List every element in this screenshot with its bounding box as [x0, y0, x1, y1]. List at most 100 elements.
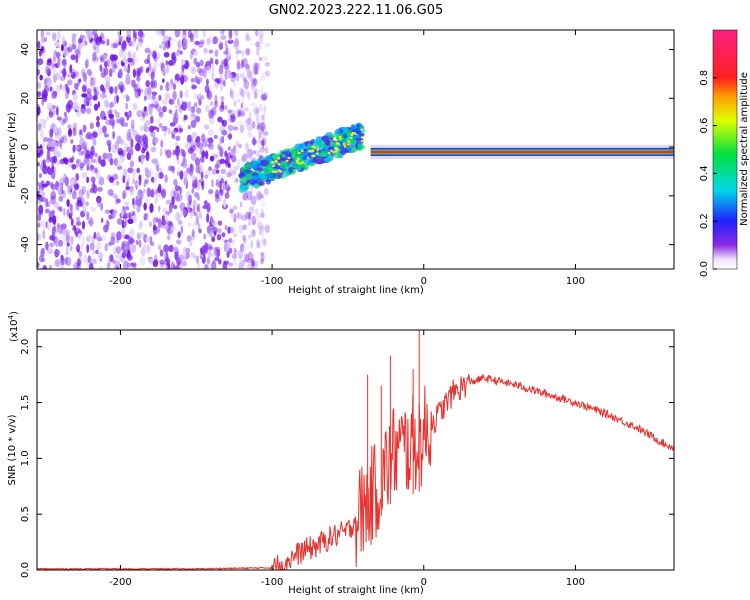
noise-blob: [252, 136, 256, 147]
noise-blob: [42, 124, 46, 129]
noise-blob: [167, 39, 171, 48]
noise-blob: [190, 77, 196, 83]
noise-blob: [241, 214, 247, 221]
signal-peak-blob: [271, 170, 275, 173]
noise-blob: [54, 228, 58, 239]
noise-blob: [230, 76, 236, 83]
noise-blob: [224, 224, 228, 231]
noise-blob: [206, 78, 209, 86]
noise-blob: [143, 213, 147, 221]
noise-blob: [259, 146, 266, 153]
noise-blob: [80, 241, 84, 251]
noise-blob: [176, 167, 181, 172]
signal-peak-blob: [349, 136, 353, 140]
noise-blob: [116, 165, 123, 171]
noise-blob: [144, 58, 150, 65]
noise-blob: [94, 167, 98, 174]
noise-blob: [59, 232, 63, 240]
snr-xtick-label: 100: [566, 577, 585, 588]
noise-blob: [226, 172, 232, 178]
noise-blob: [178, 40, 181, 50]
signal-blob: [341, 126, 349, 132]
noise-blob: [249, 77, 256, 84]
noise-blob: [38, 204, 44, 215]
noise-blob: [259, 30, 264, 39]
noise-blob: [255, 47, 260, 56]
noise-blob: [83, 96, 90, 107]
noise-blob: [239, 201, 243, 208]
noise-blob: [100, 92, 106, 100]
noise-blob: [45, 241, 49, 251]
noise-blob: [37, 262, 40, 268]
noise-blob: [74, 49, 81, 55]
noise-blob: [46, 220, 52, 231]
signal-blob: [263, 168, 270, 174]
noise-blob: [40, 30, 45, 39]
noise-blob: [260, 140, 265, 146]
noise-blob: [252, 228, 256, 235]
noise-blob: [81, 220, 86, 230]
noise-blob: [51, 32, 57, 42]
noise-blob: [120, 85, 124, 94]
noise-blob: [203, 263, 209, 269]
snr-ytick-label: 2.0: [20, 339, 31, 355]
noise-blob: [253, 91, 258, 99]
noise-blob: [230, 109, 236, 117]
noise-blob: [219, 191, 224, 196]
noise-blob: [132, 51, 137, 58]
signal-blob: [323, 157, 332, 162]
noise-blob: [124, 215, 128, 226]
noise-blob: [141, 109, 146, 117]
snr-ticks: -200 -100 0 100 0.0 0.5 1.0 1.5 2.0: [20, 330, 674, 588]
noise-blob: [225, 183, 228, 189]
noise-blob: [245, 211, 251, 220]
noise-blob: [147, 94, 152, 100]
noise-blob: [263, 105, 267, 114]
noise-blob: [256, 125, 260, 130]
noise-blob: [243, 76, 248, 82]
noise-blob: [53, 41, 60, 47]
noise-blob: [70, 156, 75, 164]
noise-blob: [99, 84, 105, 92]
spectrogram-ytick-label: 0: [20, 144, 31, 150]
noise-blob: [254, 30, 259, 37]
noise-blob: [250, 86, 256, 95]
snr-xtick-label: -100: [261, 577, 284, 588]
signal-peak-blob: [311, 155, 315, 158]
noise-blob: [238, 254, 242, 260]
noise-blob: [261, 84, 264, 94]
signal-blob: [251, 160, 257, 167]
noise-blob: [241, 108, 246, 119]
noise-blob: [258, 225, 263, 236]
noise-blob: [218, 138, 222, 148]
noise-blob: [262, 94, 268, 102]
noise-blob: [72, 144, 76, 154]
noise-blob: [184, 143, 191, 150]
noise-blob: [168, 109, 173, 114]
colorbar-gradient: [712, 29, 738, 270]
snr-series-line: [37, 373, 674, 570]
noise-blob: [213, 134, 218, 140]
noise-blob: [131, 79, 136, 88]
noise-blob: [139, 125, 144, 132]
noise-blob: [60, 223, 67, 230]
noise-blob: [146, 265, 152, 269]
colorbar-tick-label: 0.6: [699, 118, 710, 134]
noise-blob: [258, 131, 262, 139]
noise-blob: [254, 35, 261, 40]
noise-blob: [119, 49, 123, 58]
noise-blob: [48, 108, 53, 117]
noise-blob: [71, 155, 75, 161]
noise-blob: [194, 75, 198, 83]
signal-blob: [333, 152, 343, 159]
noise-blob: [251, 262, 255, 269]
noise-blob: [186, 167, 191, 174]
noise-blob: [211, 63, 215, 72]
noise-blob: [263, 91, 268, 101]
signal-blob: [265, 154, 273, 161]
noise-blob: [179, 50, 183, 55]
noise-blob: [112, 173, 119, 181]
noise-blob: [214, 59, 219, 65]
noise-blob: [153, 225, 157, 236]
signal-peak-blob: [338, 135, 342, 139]
